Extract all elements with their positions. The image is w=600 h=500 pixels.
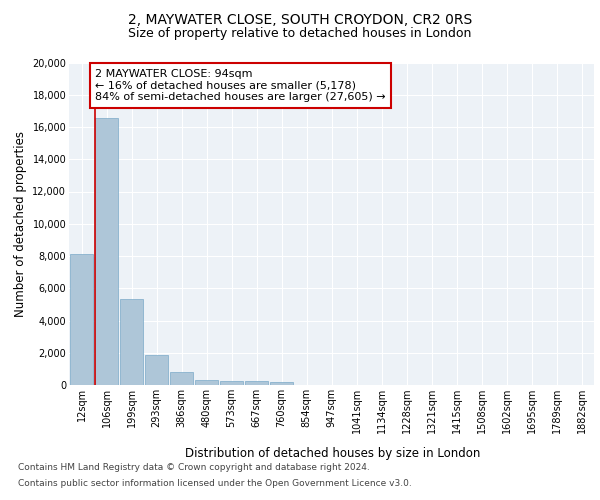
Y-axis label: Number of detached properties: Number of detached properties	[14, 130, 27, 317]
Text: 2 MAYWATER CLOSE: 94sqm
← 16% of detached houses are smaller (5,178)
84% of semi: 2 MAYWATER CLOSE: 94sqm ← 16% of detache…	[95, 69, 386, 102]
Bar	[170, 372, 193, 385]
Bar	[95, 118, 118, 385]
Text: 2, MAYWATER CLOSE, SOUTH CROYDON, CR2 0RS: 2, MAYWATER CLOSE, SOUTH CROYDON, CR2 0R…	[128, 12, 472, 26]
Bar	[245, 382, 268, 385]
Text: Contains HM Land Registry data © Crown copyright and database right 2024.: Contains HM Land Registry data © Crown c…	[18, 464, 370, 472]
Text: Distribution of detached houses by size in London: Distribution of detached houses by size …	[185, 448, 481, 460]
Bar	[194, 380, 218, 385]
Text: Contains public sector information licensed under the Open Government Licence v3: Contains public sector information licen…	[18, 478, 412, 488]
Bar	[119, 298, 143, 385]
Bar	[70, 254, 94, 385]
Text: Size of property relative to detached houses in London: Size of property relative to detached ho…	[128, 28, 472, 40]
Bar	[220, 380, 244, 385]
Bar	[269, 382, 293, 385]
Bar	[145, 355, 169, 385]
